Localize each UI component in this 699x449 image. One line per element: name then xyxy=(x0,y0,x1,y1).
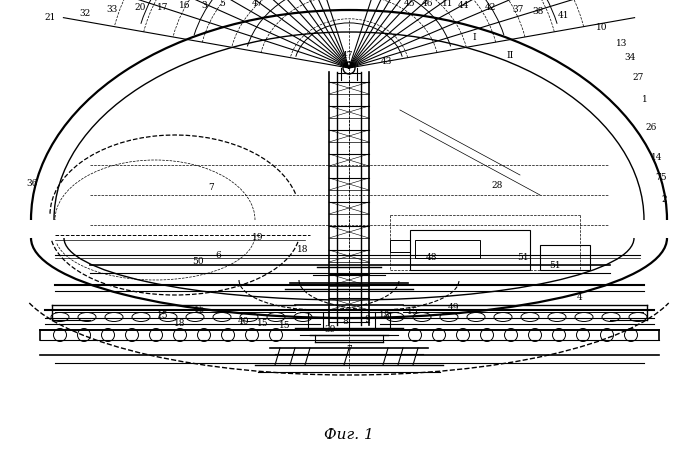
Text: 13: 13 xyxy=(617,40,628,48)
Text: 51: 51 xyxy=(549,260,561,269)
Bar xyxy=(390,240,410,252)
Text: 37: 37 xyxy=(512,5,524,14)
Text: 7: 7 xyxy=(208,184,214,193)
Text: 11: 11 xyxy=(442,0,454,9)
Text: 1: 1 xyxy=(642,96,648,105)
Text: 6: 6 xyxy=(215,251,221,260)
Text: 5: 5 xyxy=(219,0,225,9)
Text: 50: 50 xyxy=(192,257,204,267)
Text: 15: 15 xyxy=(257,318,269,327)
Text: 3: 3 xyxy=(201,0,207,9)
Text: 40: 40 xyxy=(237,317,249,326)
Text: 20: 20 xyxy=(134,4,145,13)
Text: 45: 45 xyxy=(404,0,416,8)
Text: 7: 7 xyxy=(346,345,352,355)
Text: 47: 47 xyxy=(252,0,264,8)
Text: 9: 9 xyxy=(364,316,370,325)
Text: 48: 48 xyxy=(426,252,438,261)
Text: 15: 15 xyxy=(194,305,206,314)
Text: 15: 15 xyxy=(408,308,419,317)
Text: 14: 14 xyxy=(651,153,663,162)
Text: 46: 46 xyxy=(422,0,434,8)
Text: Фиг. 1: Фиг. 1 xyxy=(324,428,374,442)
Bar xyxy=(540,245,590,270)
Text: 18: 18 xyxy=(174,318,186,327)
Text: 21: 21 xyxy=(44,13,56,22)
Text: 17: 17 xyxy=(157,3,168,12)
Text: 43: 43 xyxy=(380,57,391,66)
Text: 2: 2 xyxy=(661,195,667,204)
Text: 18: 18 xyxy=(380,312,391,321)
Text: I: I xyxy=(473,34,476,43)
Text: 28: 28 xyxy=(491,180,503,189)
Text: 49: 49 xyxy=(447,304,459,313)
Text: 47: 47 xyxy=(343,50,354,60)
Text: 75: 75 xyxy=(655,173,667,182)
Text: 8: 8 xyxy=(342,317,348,326)
Text: 41: 41 xyxy=(559,12,570,21)
Bar xyxy=(415,240,480,258)
Text: 18: 18 xyxy=(297,245,309,254)
Text: 44: 44 xyxy=(459,0,470,9)
Text: 27: 27 xyxy=(633,72,644,82)
Text: 19: 19 xyxy=(252,233,264,242)
Text: 42: 42 xyxy=(484,3,496,12)
Text: 39: 39 xyxy=(324,326,336,335)
Text: 38: 38 xyxy=(533,8,544,17)
Bar xyxy=(410,230,530,270)
Text: 26: 26 xyxy=(645,123,656,132)
Text: 16: 16 xyxy=(179,1,191,10)
Text: 4: 4 xyxy=(577,294,583,303)
Text: 36: 36 xyxy=(27,179,38,188)
Text: 51: 51 xyxy=(517,254,529,263)
Text: 33: 33 xyxy=(106,5,117,14)
Text: 15: 15 xyxy=(279,321,291,330)
Text: 15: 15 xyxy=(157,311,169,320)
Text: 34: 34 xyxy=(624,53,635,62)
Text: 10: 10 xyxy=(596,23,607,32)
Text: II: II xyxy=(506,50,514,60)
Text: 32: 32 xyxy=(80,9,91,18)
